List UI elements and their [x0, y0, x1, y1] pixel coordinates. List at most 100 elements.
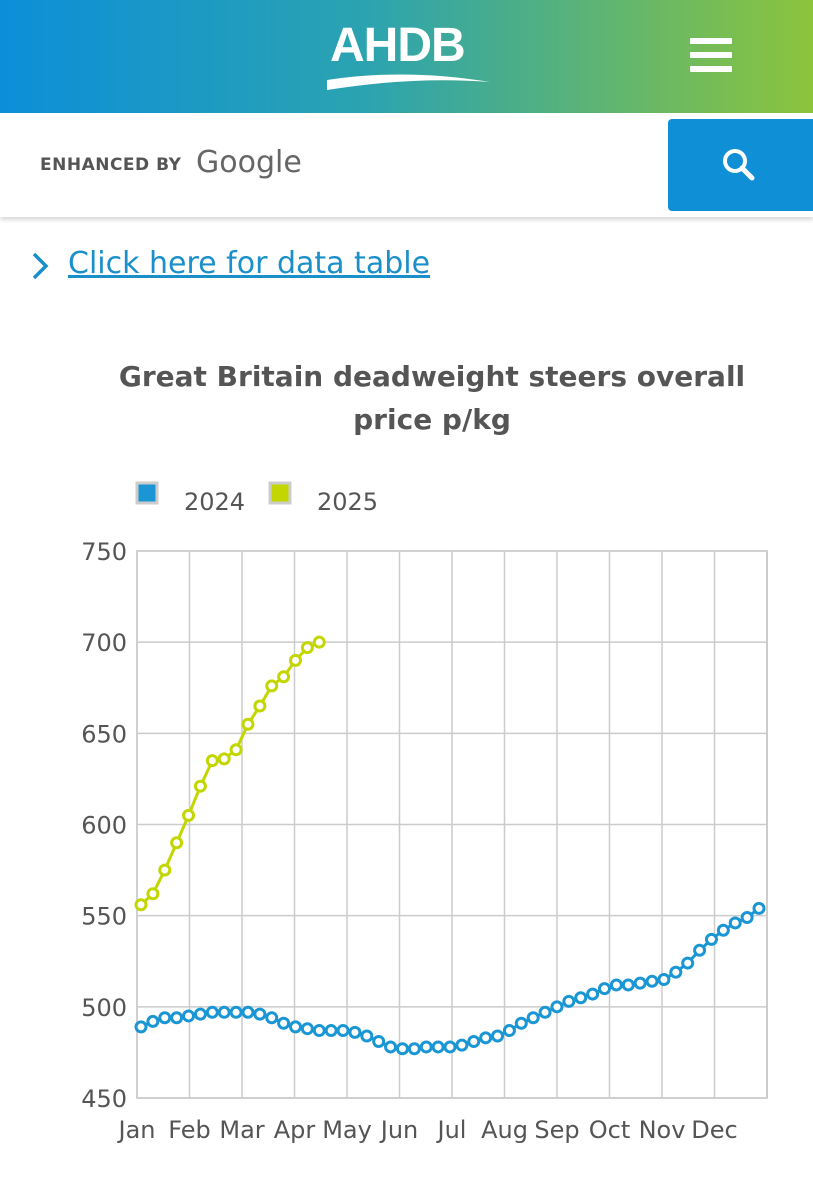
chart-title: Great Britain deadweight steers overall p… — [119, 360, 745, 436]
data-point — [170, 1011, 184, 1025]
data-point — [229, 743, 243, 757]
data-point — [241, 717, 255, 731]
data-point — [253, 699, 267, 713]
data-point — [395, 1042, 409, 1056]
data-point — [431, 1040, 445, 1054]
data-point — [146, 887, 160, 901]
legend-swatch — [135, 481, 159, 505]
search-bar[interactable]: ENHANCED BY Google — [0, 113, 813, 217]
y-tick-label: 550 — [81, 903, 127, 931]
data-point — [407, 1042, 421, 1056]
x-tick-label: Jul — [436, 1116, 467, 1144]
data-point — [348, 1025, 362, 1039]
data-point — [467, 1034, 481, 1048]
data-point — [253, 1007, 267, 1021]
search-button[interactable] — [668, 119, 813, 211]
data-point — [217, 1005, 231, 1019]
data-point — [538, 1005, 552, 1019]
y-tick-label: 700 — [81, 629, 127, 657]
x-tick-label: Feb — [168, 1116, 211, 1144]
data-point — [645, 974, 659, 988]
y-tick-label: 650 — [81, 720, 127, 748]
data-point — [372, 1034, 386, 1048]
data-point — [205, 1005, 219, 1019]
chart: Great Britain deadweight steers overall p… — [81, 360, 768, 1144]
x-tick-label: Dec — [691, 1116, 737, 1144]
data-point — [324, 1024, 338, 1038]
data-point — [182, 808, 196, 822]
data-point — [229, 1005, 243, 1019]
data-point — [265, 1011, 279, 1025]
data-point — [609, 978, 623, 992]
data-point — [550, 1000, 564, 1014]
series-line — [139, 640, 320, 906]
data-point — [182, 1009, 196, 1023]
data-point — [193, 1007, 207, 1021]
data-point — [277, 1016, 291, 1030]
data-point — [491, 1029, 505, 1043]
data-point — [360, 1029, 374, 1043]
menu-button[interactable] — [690, 38, 732, 80]
data-point — [158, 863, 172, 877]
x-tick-label: Nov — [639, 1116, 686, 1144]
data-point — [574, 991, 588, 1005]
x-tick-label: Apr — [274, 1116, 316, 1144]
chevron — [32, 252, 49, 280]
legend-label: 2024 — [184, 488, 245, 516]
data-point — [621, 978, 635, 992]
data-point — [657, 972, 671, 986]
data-point — [241, 1005, 255, 1019]
data-point — [134, 898, 148, 912]
data-point — [158, 1011, 172, 1025]
data-point — [289, 1020, 302, 1034]
data-point — [312, 635, 326, 649]
y-tick-label: 750 — [81, 538, 127, 566]
data-point — [146, 1014, 160, 1028]
data-point — [586, 987, 600, 1001]
x-tick-label: May — [322, 1116, 372, 1144]
data-point — [277, 670, 291, 684]
data-point — [728, 916, 742, 930]
data-point — [265, 679, 279, 693]
legend-swatch — [268, 481, 292, 505]
x-tick-label: Oct — [589, 1116, 631, 1144]
search-enhanced-by: ENHANCED BY — [40, 155, 182, 175]
data-point — [419, 1040, 433, 1054]
x-tick-label: Mar — [219, 1116, 264, 1144]
legend-label: 2025 — [317, 488, 378, 516]
data-point — [455, 1038, 469, 1052]
y-tick-label: 600 — [81, 812, 127, 840]
search-icon — [723, 149, 755, 181]
data-point — [526, 1011, 540, 1025]
data-point — [669, 965, 683, 979]
data-point — [300, 641, 314, 655]
data-point — [205, 754, 219, 768]
data-point — [598, 982, 611, 996]
data-point — [752, 901, 766, 915]
data-point — [681, 956, 695, 970]
header: AHDB — [0, 0, 813, 113]
data-point — [300, 1022, 314, 1036]
y-tick-label: 450 — [81, 1085, 127, 1113]
x-tick-label: Jun — [379, 1116, 419, 1144]
data-point — [716, 923, 730, 937]
data-point — [170, 836, 184, 850]
data-table-link[interactable]: Click here for data table — [68, 246, 431, 281]
data-point — [443, 1040, 457, 1054]
y-tick-label: 500 — [81, 994, 127, 1022]
x-tick-label: Jan — [117, 1116, 156, 1144]
data-point — [479, 1031, 493, 1045]
data-point — [562, 994, 576, 1008]
data-point — [217, 752, 231, 766]
data-point — [514, 1016, 528, 1030]
x-tick-label: Aug — [481, 1116, 528, 1144]
x-tick-label: Sep — [534, 1116, 579, 1144]
data-point — [134, 1020, 148, 1034]
data-point — [289, 653, 302, 667]
data-point — [336, 1024, 350, 1038]
data-point — [693, 943, 707, 957]
logo[interactable]: AHDB — [330, 19, 466, 72]
data-point — [633, 976, 647, 990]
search-brand: Google — [196, 145, 302, 180]
